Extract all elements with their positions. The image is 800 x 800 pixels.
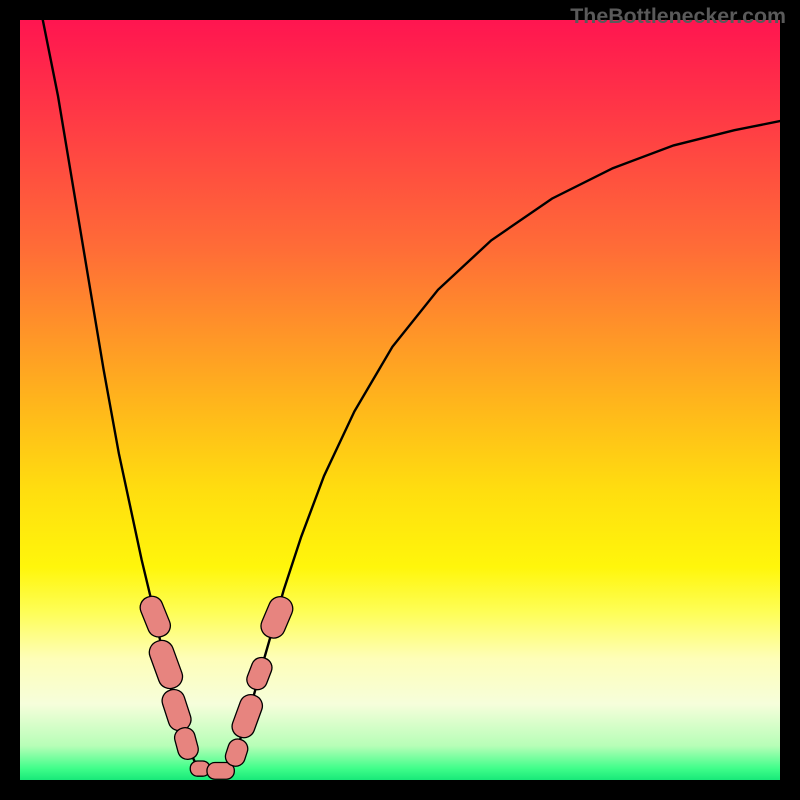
bottleneck-chart-svg (0, 0, 800, 800)
chart-frame: TheBottlenecker.com (0, 0, 800, 800)
plot-area (20, 20, 780, 780)
gradient-background (20, 20, 780, 780)
watermark-text: TheBottlenecker.com (570, 4, 786, 29)
